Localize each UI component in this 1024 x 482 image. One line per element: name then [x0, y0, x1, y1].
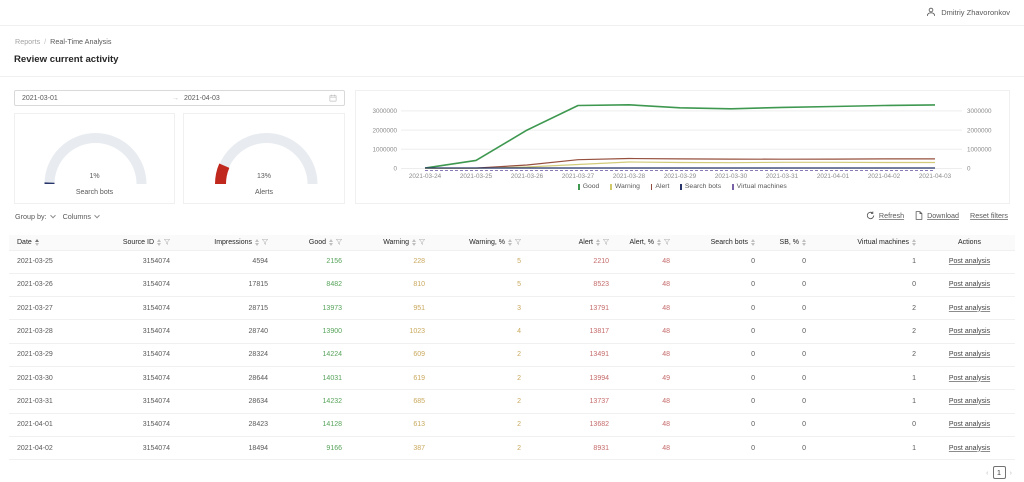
svg-text:2021-03-25: 2021-03-25 [460, 173, 493, 180]
svg-text:1000000: 1000000 [967, 147, 992, 154]
svg-text:2021-03-24: 2021-03-24 [409, 173, 442, 180]
svg-text:3000000: 3000000 [967, 108, 992, 115]
svg-text:0: 0 [393, 166, 397, 173]
svg-text:1000000: 1000000 [372, 147, 397, 154]
svg-text:2000000: 2000000 [372, 127, 397, 134]
svg-text:0: 0 [967, 166, 971, 173]
svg-text:2021-03-29: 2021-03-29 [664, 173, 697, 180]
svg-text:2021-04-03: 2021-04-03 [919, 173, 952, 180]
svg-text:2021-03-26: 2021-03-26 [511, 173, 544, 180]
svg-text:2021-03-30: 2021-03-30 [715, 173, 748, 180]
svg-text:3000000: 3000000 [372, 108, 397, 115]
svg-text:2000000: 2000000 [967, 127, 992, 134]
svg-text:2021-03-31: 2021-03-31 [766, 173, 799, 180]
svg-text:2021-03-27: 2021-03-27 [562, 173, 595, 180]
svg-text:2021-04-01: 2021-04-01 [817, 173, 850, 180]
svg-text:2021-03-28: 2021-03-28 [613, 173, 646, 180]
svg-text:2021-04-02: 2021-04-02 [868, 173, 901, 180]
